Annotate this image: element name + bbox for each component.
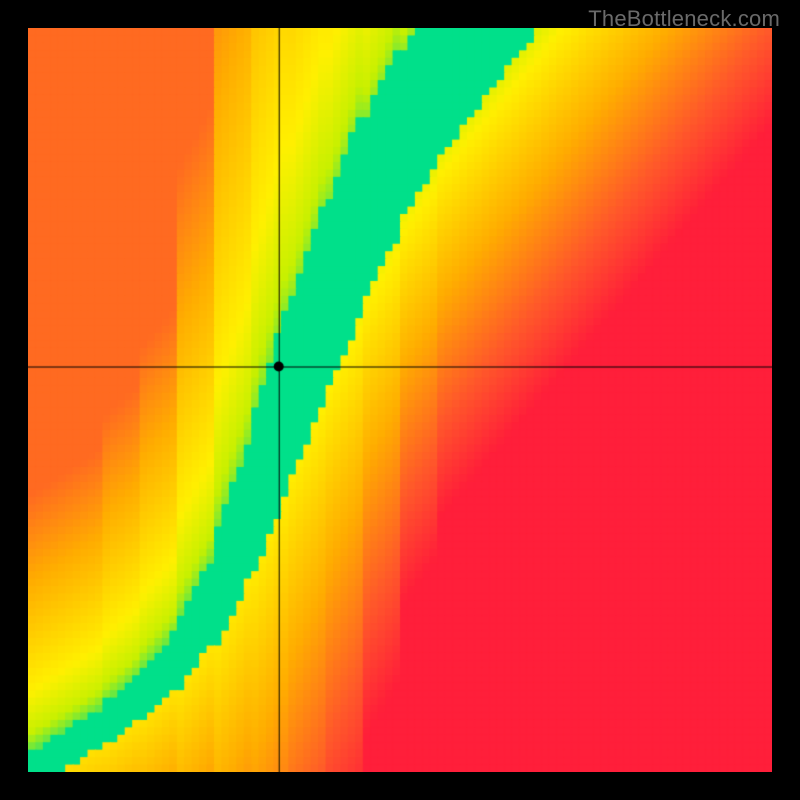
plot-area (28, 28, 772, 772)
chart-container: TheBottleneck.com (0, 0, 800, 800)
heatmap-canvas (28, 28, 772, 772)
watermark-text: TheBottleneck.com (588, 6, 780, 32)
